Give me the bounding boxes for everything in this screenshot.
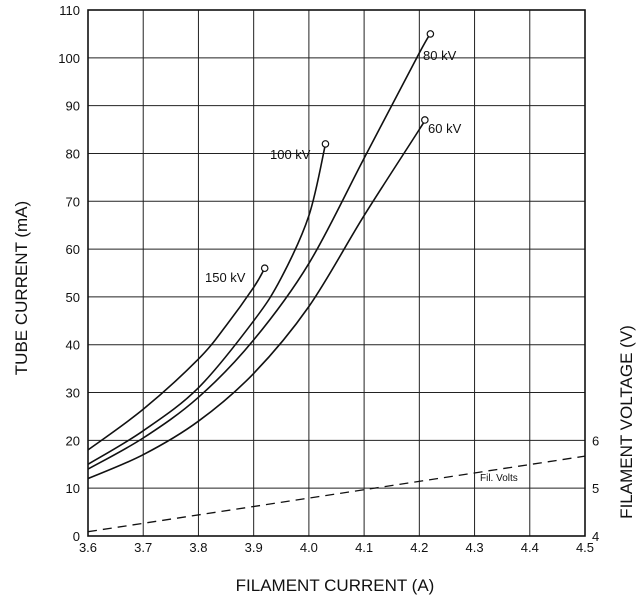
x-tick-label: 3.9 <box>245 540 263 555</box>
series-line-100-kv <box>87 143 327 465</box>
series-label-100kv: 100 kV <box>270 147 311 162</box>
grid-lines <box>87 9 586 537</box>
y2-tick-label: 5 <box>592 481 599 496</box>
x-tick-label: 3.6 <box>79 540 97 555</box>
x-tick-label: 4.0 <box>300 540 318 555</box>
y-tick-label: 90 <box>66 99 80 114</box>
y-tick-label: 110 <box>59 3 80 18</box>
series-curves <box>87 30 586 533</box>
y-tick-label: 100 <box>58 51 80 66</box>
x-axis-title: FILAMENT CURRENT (A) <box>236 576 435 595</box>
y-tick-label: 60 <box>66 242 80 257</box>
y2-tick-label: 6 <box>592 433 599 448</box>
x-tick-label: 3.7 <box>134 540 152 555</box>
y2-axis-title: FILAMENT VOLTAGE (V) <box>617 325 636 519</box>
series-line-80-kv <box>87 33 432 470</box>
series-label-80kv: 80 kV <box>423 48 457 63</box>
y-tick-label: 20 <box>66 433 80 448</box>
y-tick-label: 30 <box>66 386 80 401</box>
y-tick-label: 50 <box>66 290 80 305</box>
x-tick-label: 4.3 <box>466 540 484 555</box>
x-tick-label: 4.5 <box>576 540 594 555</box>
tick-labels: 3.6 3.7 3.8 3.9 4.0 4.1 4.2 4.3 4.4 4.5 0 10 20 30 40 5… <box>58 3 599 555</box>
y-tick-label: 0 <box>73 529 80 544</box>
y-tick-label: 80 <box>66 146 80 161</box>
y-tick-label: 40 <box>66 338 80 353</box>
y2-tick-label: 4 <box>592 529 599 544</box>
y-axis-title: TUBE CURRENT (mA) <box>12 201 31 375</box>
series-line-60-kv <box>87 118 427 480</box>
series-line-150-kv <box>87 267 266 451</box>
series-line-fil-volts <box>87 455 586 533</box>
series-endpoint-150-kv <box>260 264 269 273</box>
x-tick-label: 4.2 <box>410 540 428 555</box>
y-tick-label: 70 <box>66 194 80 209</box>
series-label-60kv: 60 kV <box>428 121 462 136</box>
x-tick-label: 3.8 <box>189 540 207 555</box>
plot-frame <box>87 9 586 537</box>
series-endpoint-80-kv <box>426 30 435 38</box>
series-label-fil-volts: Fil. Volts <box>480 473 518 484</box>
series-label-150kv: 150 kV <box>205 270 246 285</box>
y-tick-label: 10 <box>66 481 80 496</box>
series-endpoint-60-kv <box>421 116 429 124</box>
series-endpoint-100-kv <box>321 140 330 148</box>
x-tick-label: 4.1 <box>355 540 373 555</box>
x-tick-label: 4.4 <box>521 540 539 555</box>
